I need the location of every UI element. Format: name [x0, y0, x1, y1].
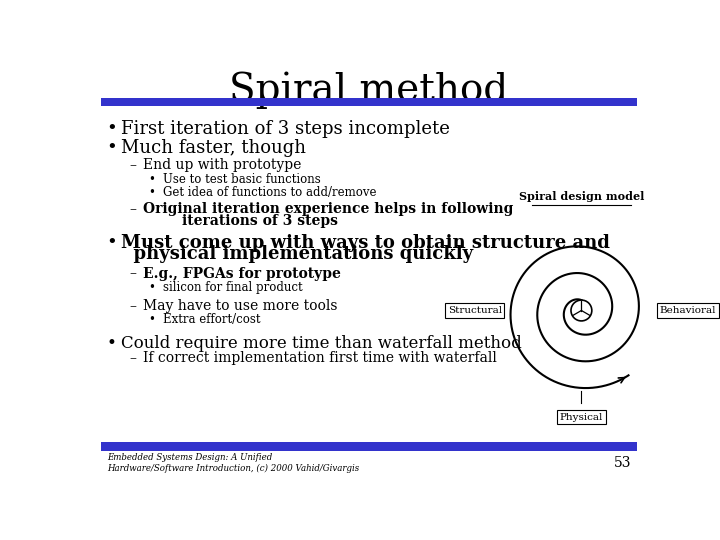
FancyBboxPatch shape	[101, 98, 637, 106]
Text: •: •	[107, 139, 117, 157]
Text: –: –	[129, 202, 136, 217]
Text: •: •	[107, 335, 117, 352]
Text: Could require more time than waterfall method: Could require more time than waterfall m…	[121, 335, 521, 352]
Text: First iteration of 3 steps incomplete: First iteration of 3 steps incomplete	[121, 120, 449, 138]
Text: •: •	[148, 281, 156, 294]
Text: –: –	[129, 351, 136, 365]
Text: –: –	[129, 158, 136, 172]
Text: •: •	[148, 173, 156, 186]
Text: May have to use more tools: May have to use more tools	[143, 299, 338, 313]
Text: Spiral method: Spiral method	[230, 72, 508, 109]
Text: •: •	[148, 313, 156, 326]
Text: Embedded Systems Design: A Unified
Hardware/Software Introduction, (c) 2000 Vahi: Embedded Systems Design: A Unified Hardw…	[107, 454, 359, 473]
Text: Physical: Physical	[559, 413, 603, 422]
Text: silicon for final product: silicon for final product	[163, 281, 302, 294]
FancyBboxPatch shape	[101, 442, 637, 451]
Text: Structural: Structural	[448, 306, 502, 315]
Text: Original iteration experience helps in following: Original iteration experience helps in f…	[143, 202, 513, 217]
Text: Much faster, though: Much faster, though	[121, 139, 306, 157]
Text: Must come up with ways to obtain structure and: Must come up with ways to obtain structu…	[121, 234, 610, 252]
Text: •: •	[107, 120, 117, 138]
Text: –: –	[129, 299, 136, 313]
Text: Spiral design model: Spiral design model	[518, 191, 644, 202]
Text: Use to test basic functions: Use to test basic functions	[163, 173, 320, 186]
Text: E.g., FPGAs for prototype: E.g., FPGAs for prototype	[143, 267, 341, 281]
Text: iterations of 3 steps: iterations of 3 steps	[143, 214, 338, 228]
Text: •: •	[148, 186, 156, 199]
Text: Get idea of functions to add/remove: Get idea of functions to add/remove	[163, 186, 376, 199]
Text: Extra effort/cost: Extra effort/cost	[163, 313, 260, 326]
Text: physical implementations quickly: physical implementations quickly	[121, 245, 473, 263]
Text: 53: 53	[613, 456, 631, 470]
Text: •: •	[107, 234, 117, 252]
Text: –: –	[129, 267, 136, 281]
Text: If correct implementation first time with waterfall: If correct implementation first time wit…	[143, 351, 497, 365]
Text: End up with prototype: End up with prototype	[143, 158, 302, 172]
Circle shape	[571, 300, 592, 321]
Text: Behavioral: Behavioral	[660, 306, 716, 315]
